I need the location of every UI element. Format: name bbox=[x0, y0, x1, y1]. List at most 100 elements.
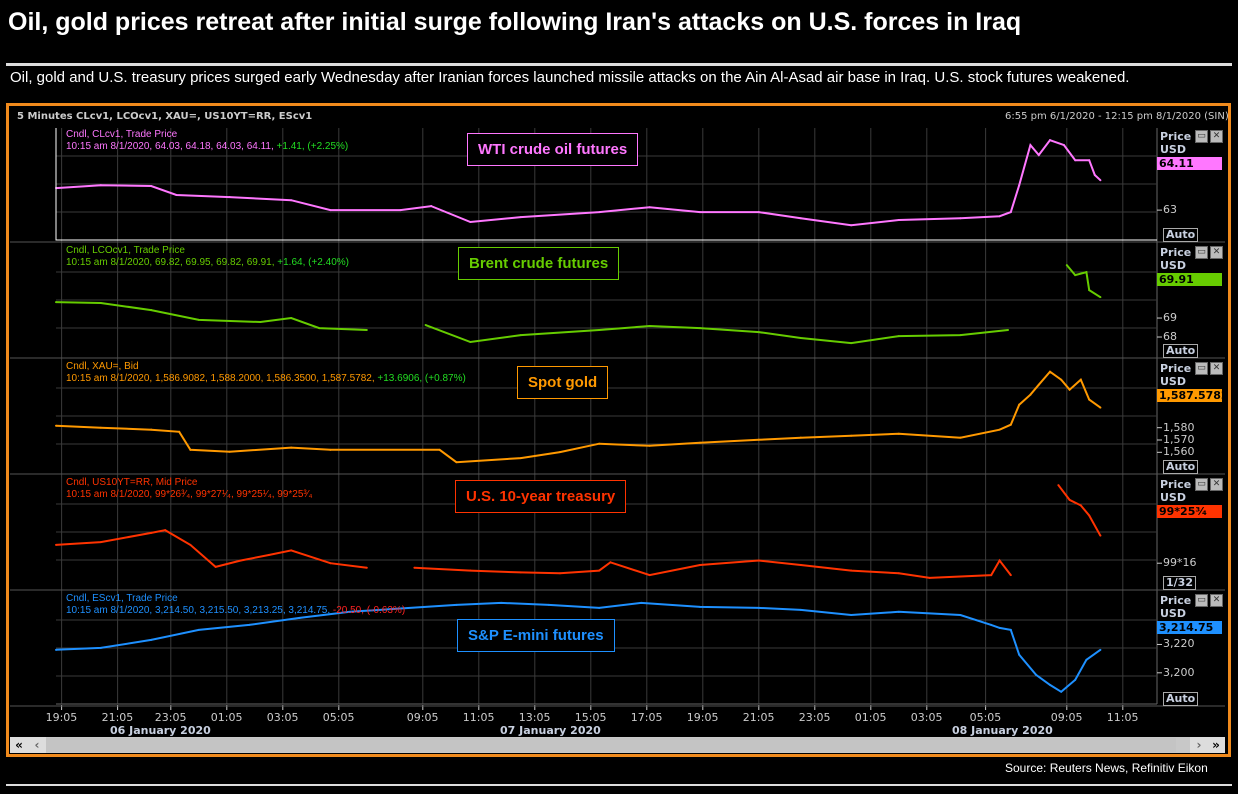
scale-mode-button[interactable]: Auto bbox=[1163, 692, 1199, 706]
last-price-badge: 1,587.5782 bbox=[1157, 389, 1222, 402]
data-point bbox=[1049, 139, 1051, 142]
scroll-last-icon[interactable]: » bbox=[1207, 737, 1225, 753]
data-point bbox=[248, 623, 251, 626]
close-panel-icon[interactable]: ✕ bbox=[1210, 478, 1223, 491]
chart-frame bbox=[6, 103, 1231, 757]
data-point bbox=[150, 185, 153, 188]
source-note: Source: Reuters News, Refinitiv Eikon bbox=[1005, 761, 1208, 775]
data-point bbox=[267, 553, 270, 556]
axis-unit-usd: USD bbox=[1160, 143, 1186, 156]
legend-ohlc: 10:15 am 8/1/2020, 64.03, 64.18, 64.03, … bbox=[66, 141, 277, 152]
data-point bbox=[1068, 498, 1071, 501]
data-point bbox=[1009, 211, 1012, 214]
y-tick-label: 3,200 bbox=[1163, 665, 1195, 679]
data-point bbox=[598, 606, 601, 609]
data-point bbox=[1099, 179, 1102, 182]
scale-mode-button[interactable]: 1/32 bbox=[1163, 576, 1196, 590]
series-legend-values: 10:15 am 8/1/2020, 99*26³⁄₄, 99*27¹⁄₄, 9… bbox=[66, 489, 313, 501]
x-tick-label: 23:05 bbox=[154, 711, 187, 724]
x-tick-label: 21:05 bbox=[742, 711, 775, 724]
minimize-panel-icon[interactable]: ▭ bbox=[1195, 246, 1208, 259]
series-legend-name: Cndl, EScv1, Trade Price bbox=[66, 593, 178, 604]
y-tick-label: 3,220 bbox=[1163, 637, 1195, 651]
x-tick-label: 21:05 bbox=[101, 711, 134, 724]
scale-mode-button[interactable]: Auto bbox=[1163, 460, 1199, 474]
data-point bbox=[55, 301, 57, 304]
data-point bbox=[799, 436, 802, 439]
data-point bbox=[998, 428, 1001, 431]
chart-time-range: 6:55 pm 6/1/2020 - 12:15 pm 8/1/2020 (SI… bbox=[1005, 111, 1229, 122]
data-point bbox=[55, 424, 57, 427]
data-point bbox=[1088, 289, 1091, 292]
data-point bbox=[189, 543, 192, 546]
data-point bbox=[290, 317, 293, 320]
close-panel-icon[interactable]: ✕ bbox=[1210, 362, 1223, 375]
data-point bbox=[850, 224, 853, 227]
data-point bbox=[959, 217, 962, 220]
data-point bbox=[640, 601, 643, 604]
legend-ohlc: 10:15 am 8/1/2020, 69.82, 69.95, 69.82, … bbox=[66, 257, 278, 268]
series-line bbox=[55, 301, 367, 331]
data-point bbox=[1009, 628, 1012, 631]
x-tick-label: 03:05 bbox=[910, 711, 943, 724]
axis-unit-usd: USD bbox=[1160, 607, 1186, 620]
minimize-panel-icon[interactable]: ▭ bbox=[1195, 362, 1208, 375]
data-point bbox=[519, 571, 522, 574]
legend-ohlc: 10:15 am 8/1/2020, 3,214.50, 3,215.50, 3… bbox=[66, 605, 333, 616]
axis-unit-price: Price bbox=[1160, 594, 1192, 607]
legend-change: +1.64, (+2.40%) bbox=[277, 257, 349, 268]
data-point bbox=[1029, 144, 1032, 147]
close-panel-icon[interactable]: ✕ bbox=[1210, 246, 1223, 259]
series-line bbox=[1057, 484, 1102, 537]
data-point bbox=[349, 610, 351, 613]
data-point bbox=[399, 209, 402, 212]
data-point bbox=[164, 529, 167, 532]
time-scrollbar[interactable]: « ‹ › » bbox=[10, 737, 1225, 753]
selected-panel-outline bbox=[55, 128, 1157, 241]
axis-unit-price: Price bbox=[1160, 246, 1192, 259]
data-point bbox=[648, 325, 651, 328]
data-point bbox=[1088, 514, 1091, 517]
data-point bbox=[99, 541, 102, 544]
series-annotation: Spot gold bbox=[517, 366, 609, 399]
scroll-thumb[interactable] bbox=[46, 738, 1176, 752]
scroll-right-icon[interactable]: › bbox=[1190, 737, 1208, 753]
data-point bbox=[998, 626, 1001, 629]
data-point bbox=[1068, 388, 1071, 391]
y-tick-label: 63 bbox=[1163, 203, 1177, 217]
series-line bbox=[55, 139, 1102, 227]
minimize-panel-icon[interactable]: ▭ bbox=[1195, 478, 1208, 491]
data-point bbox=[329, 562, 332, 565]
x-tick-label: 09:05 bbox=[1050, 711, 1083, 724]
series-line bbox=[55, 529, 367, 569]
scroll-first-icon[interactable]: « bbox=[10, 737, 28, 753]
data-point bbox=[318, 327, 321, 330]
data-point bbox=[197, 318, 200, 321]
close-panel-icon[interactable]: ✕ bbox=[1210, 594, 1223, 607]
data-point bbox=[1088, 159, 1091, 162]
series-line bbox=[55, 601, 1101, 694]
data-point bbox=[99, 184, 102, 187]
data-point bbox=[757, 606, 760, 609]
data-point bbox=[699, 605, 701, 608]
data-point bbox=[850, 342, 853, 345]
data-point bbox=[500, 601, 503, 604]
y-tick-label: 1,580 bbox=[1163, 420, 1195, 434]
minimize-panel-icon[interactable]: ▭ bbox=[1195, 130, 1208, 143]
data-point bbox=[850, 569, 853, 572]
scale-mode-button[interactable]: Auto bbox=[1163, 228, 1199, 242]
scale-mode-button[interactable]: Auto bbox=[1163, 344, 1199, 358]
data-point bbox=[1009, 574, 1012, 577]
minimize-panel-icon[interactable]: ▭ bbox=[1195, 594, 1208, 607]
y-tick-label: 1,570 bbox=[1163, 433, 1195, 446]
divider bbox=[6, 784, 1232, 786]
x-tick-label: 05:05 bbox=[969, 711, 1002, 724]
data-point bbox=[329, 448, 332, 451]
data-point bbox=[469, 569, 472, 572]
scroll-left-icon[interactable]: ‹ bbox=[28, 737, 46, 753]
data-point bbox=[1085, 271, 1088, 274]
close-panel-icon[interactable]: ✕ bbox=[1210, 130, 1223, 143]
legend-ohlc: 10:15 am 8/1/2020, 99*26³⁄₄, 99*27¹⁄₄, 9… bbox=[66, 489, 313, 500]
axis-unit-usd: USD bbox=[1160, 375, 1186, 388]
data-point bbox=[699, 441, 701, 444]
